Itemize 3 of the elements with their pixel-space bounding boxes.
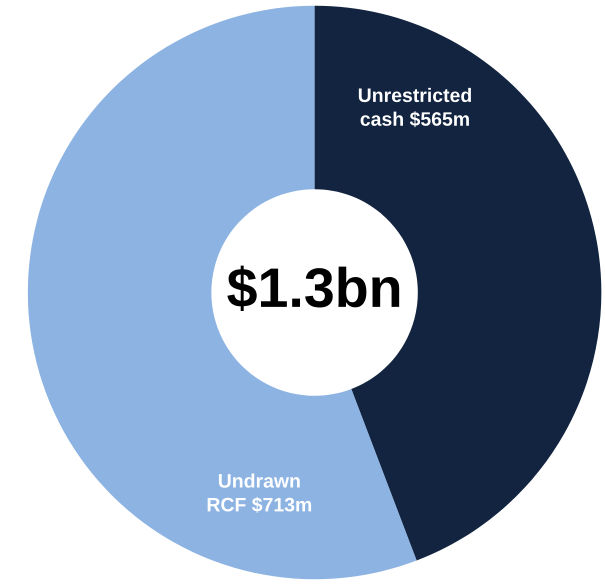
slice-label: Unrestricted cash $565m <box>358 88 471 128</box>
text: $1.3bn <box>227 266 400 311</box>
slice-label: Undrawn RCF $713m <box>208 473 312 513</box>
